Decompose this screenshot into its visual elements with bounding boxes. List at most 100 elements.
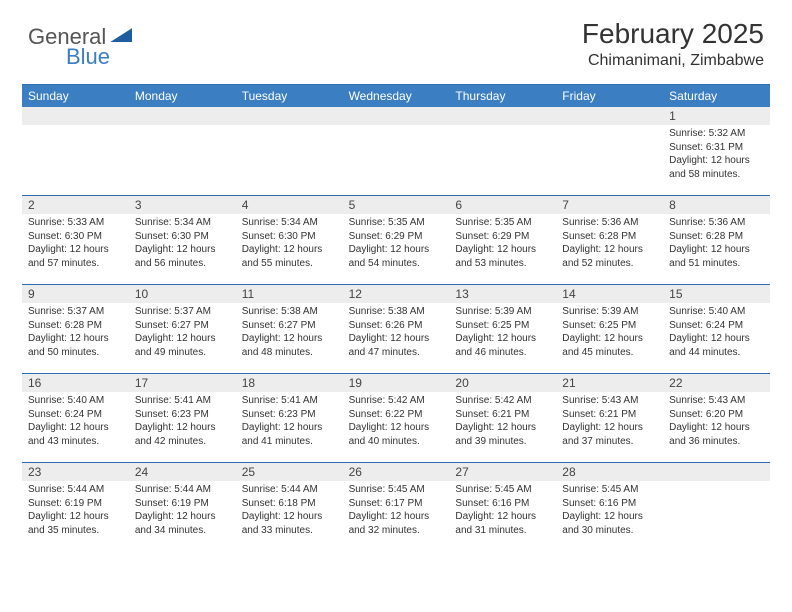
daylight-text: Daylight: 12 hours and 53 minutes. <box>455 243 550 270</box>
sunrise-text: Sunrise: 5:34 AM <box>242 216 337 230</box>
day-number: 14 <box>556 285 663 303</box>
day-number: 10 <box>129 285 236 303</box>
daylight-text: Daylight: 12 hours and 55 minutes. <box>242 243 337 270</box>
day-cell: 28Sunrise: 5:45 AMSunset: 6:16 PMDayligh… <box>556 463 663 551</box>
sunset-text: Sunset: 6:20 PM <box>669 408 764 422</box>
day-info: Sunrise: 5:35 AMSunset: 6:29 PMDaylight:… <box>449 214 556 274</box>
day-cell: 17Sunrise: 5:41 AMSunset: 6:23 PMDayligh… <box>129 374 236 462</box>
day-number: 24 <box>129 463 236 481</box>
sunrise-text: Sunrise: 5:39 AM <box>455 305 550 319</box>
day-number: 6 <box>449 196 556 214</box>
day-info: Sunrise: 5:45 AMSunset: 6:17 PMDaylight:… <box>343 481 450 541</box>
day-info: Sunrise: 5:43 AMSunset: 6:20 PMDaylight:… <box>663 392 770 452</box>
day-cell: 12Sunrise: 5:38 AMSunset: 6:26 PMDayligh… <box>343 285 450 373</box>
day-info: Sunrise: 5:36 AMSunset: 6:28 PMDaylight:… <box>663 214 770 274</box>
daylight-text: Daylight: 12 hours and 49 minutes. <box>135 332 230 359</box>
day-number: 9 <box>22 285 129 303</box>
day-number: 23 <box>22 463 129 481</box>
day-info: Sunrise: 5:32 AMSunset: 6:31 PMDaylight:… <box>663 125 770 185</box>
sunset-text: Sunset: 6:31 PM <box>669 141 764 155</box>
sunset-text: Sunset: 6:17 PM <box>349 497 444 511</box>
day-number: 4 <box>236 196 343 214</box>
day-number: 12 <box>343 285 450 303</box>
daylight-text: Daylight: 12 hours and 33 minutes. <box>242 510 337 537</box>
daylight-text: Daylight: 12 hours and 47 minutes. <box>349 332 444 359</box>
day-cell: 3Sunrise: 5:34 AMSunset: 6:30 PMDaylight… <box>129 196 236 284</box>
sunset-text: Sunset: 6:30 PM <box>135 230 230 244</box>
day-info: Sunrise: 5:40 AMSunset: 6:24 PMDaylight:… <box>663 303 770 363</box>
day-info: Sunrise: 5:39 AMSunset: 6:25 PMDaylight:… <box>556 303 663 363</box>
day-number: 27 <box>449 463 556 481</box>
day-info: Sunrise: 5:41 AMSunset: 6:23 PMDaylight:… <box>129 392 236 452</box>
day-cell: 22Sunrise: 5:43 AMSunset: 6:20 PMDayligh… <box>663 374 770 462</box>
sunset-text: Sunset: 6:23 PM <box>135 408 230 422</box>
day-number: 16 <box>22 374 129 392</box>
weekday-tue: Tuesday <box>236 85 343 107</box>
day-info: Sunrise: 5:39 AMSunset: 6:25 PMDaylight:… <box>449 303 556 363</box>
weekday-sun: Sunday <box>22 85 129 107</box>
day-number: 22 <box>663 374 770 392</box>
day-cell: 26Sunrise: 5:45 AMSunset: 6:17 PMDayligh… <box>343 463 450 551</box>
logo-text-blue: Blue <box>66 44 132 70</box>
day-cell: 8Sunrise: 5:36 AMSunset: 6:28 PMDaylight… <box>663 196 770 284</box>
day-cell <box>663 463 770 551</box>
daylight-text: Daylight: 12 hours and 51 minutes. <box>669 243 764 270</box>
day-number: 17 <box>129 374 236 392</box>
day-info: Sunrise: 5:33 AMSunset: 6:30 PMDaylight:… <box>22 214 129 274</box>
day-number: 5 <box>343 196 450 214</box>
sunset-text: Sunset: 6:19 PM <box>28 497 123 511</box>
day-number <box>236 107 343 125</box>
day-number <box>556 107 663 125</box>
sunrise-text: Sunrise: 5:37 AM <box>135 305 230 319</box>
sunset-text: Sunset: 6:23 PM <box>242 408 337 422</box>
day-number: 25 <box>236 463 343 481</box>
sunrise-text: Sunrise: 5:36 AM <box>669 216 764 230</box>
sunrise-text: Sunrise: 5:36 AM <box>562 216 657 230</box>
calendar: Sunday Monday Tuesday Wednesday Thursday… <box>22 84 770 551</box>
day-cell <box>236 107 343 195</box>
sunset-text: Sunset: 6:16 PM <box>455 497 550 511</box>
day-number: 8 <box>663 196 770 214</box>
day-info: Sunrise: 5:38 AMSunset: 6:26 PMDaylight:… <box>343 303 450 363</box>
day-info: Sunrise: 5:45 AMSunset: 6:16 PMDaylight:… <box>556 481 663 541</box>
sunrise-text: Sunrise: 5:33 AM <box>28 216 123 230</box>
week-row: 16Sunrise: 5:40 AMSunset: 6:24 PMDayligh… <box>22 373 770 462</box>
sunset-text: Sunset: 6:22 PM <box>349 408 444 422</box>
day-cell: 9Sunrise: 5:37 AMSunset: 6:28 PMDaylight… <box>22 285 129 373</box>
day-number: 21 <box>556 374 663 392</box>
day-cell: 27Sunrise: 5:45 AMSunset: 6:16 PMDayligh… <box>449 463 556 551</box>
day-info: Sunrise: 5:42 AMSunset: 6:22 PMDaylight:… <box>343 392 450 452</box>
day-cell: 14Sunrise: 5:39 AMSunset: 6:25 PMDayligh… <box>556 285 663 373</box>
day-info: Sunrise: 5:37 AMSunset: 6:28 PMDaylight:… <box>22 303 129 363</box>
sunrise-text: Sunrise: 5:43 AM <box>669 394 764 408</box>
day-cell: 24Sunrise: 5:44 AMSunset: 6:19 PMDayligh… <box>129 463 236 551</box>
header: GeneralBlue February 2025 Chimanimani, Z… <box>0 0 792 78</box>
day-number: 11 <box>236 285 343 303</box>
daylight-text: Daylight: 12 hours and 48 minutes. <box>242 332 337 359</box>
day-cell: 15Sunrise: 5:40 AMSunset: 6:24 PMDayligh… <box>663 285 770 373</box>
day-number: 1 <box>663 107 770 125</box>
daylight-text: Daylight: 12 hours and 39 minutes. <box>455 421 550 448</box>
day-cell: 6Sunrise: 5:35 AMSunset: 6:29 PMDaylight… <box>449 196 556 284</box>
daylight-text: Daylight: 12 hours and 52 minutes. <box>562 243 657 270</box>
daylight-text: Daylight: 12 hours and 35 minutes. <box>28 510 123 537</box>
sunset-text: Sunset: 6:30 PM <box>242 230 337 244</box>
sunset-text: Sunset: 6:16 PM <box>562 497 657 511</box>
sunset-text: Sunset: 6:18 PM <box>242 497 337 511</box>
daylight-text: Daylight: 12 hours and 44 minutes. <box>669 332 764 359</box>
day-cell: 16Sunrise: 5:40 AMSunset: 6:24 PMDayligh… <box>22 374 129 462</box>
day-cell <box>343 107 450 195</box>
day-cell <box>129 107 236 195</box>
day-cell <box>22 107 129 195</box>
day-cell: 19Sunrise: 5:42 AMSunset: 6:22 PMDayligh… <box>343 374 450 462</box>
sunrise-text: Sunrise: 5:41 AM <box>135 394 230 408</box>
day-info: Sunrise: 5:34 AMSunset: 6:30 PMDaylight:… <box>236 214 343 274</box>
sunset-text: Sunset: 6:27 PM <box>135 319 230 333</box>
sunset-text: Sunset: 6:24 PM <box>28 408 123 422</box>
day-cell: 20Sunrise: 5:42 AMSunset: 6:21 PMDayligh… <box>449 374 556 462</box>
day-cell: 1Sunrise: 5:32 AMSunset: 6:31 PMDaylight… <box>663 107 770 195</box>
sunset-text: Sunset: 6:27 PM <box>242 319 337 333</box>
sunset-text: Sunset: 6:30 PM <box>28 230 123 244</box>
day-cell <box>449 107 556 195</box>
day-cell: 23Sunrise: 5:44 AMSunset: 6:19 PMDayligh… <box>22 463 129 551</box>
